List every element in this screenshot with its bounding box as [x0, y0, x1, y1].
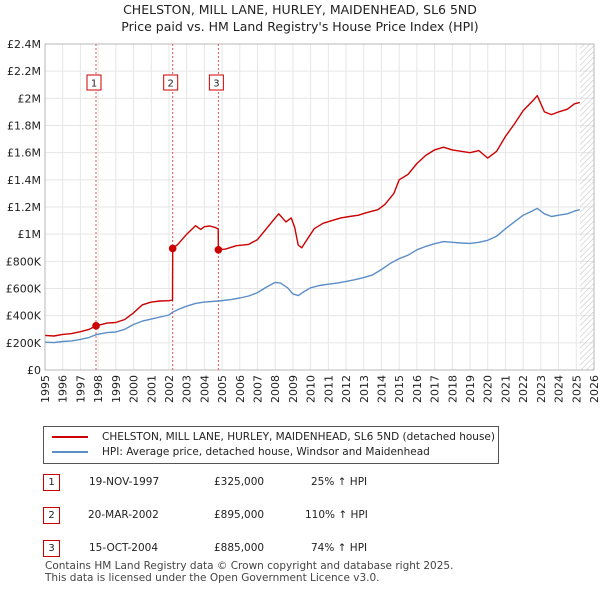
sale-row: 3 15-OCT-2004 £885,000 74% ↑ HPI [43, 540, 443, 558]
price-chart: £0 £200K £400K £600K £800K £1M £1.2M £1.4M £1.6M… [6, 38, 600, 403]
hpi-legend-label: HPI: Average price, detached house, Wind… [102, 446, 430, 458]
x-tick-label: 1997 [74, 375, 87, 403]
x-tick-label: 1995 [39, 375, 52, 403]
x-tick-label: 2026 [588, 375, 600, 403]
sale-price: £885,000 [214, 542, 265, 554]
x-tick-label: 2020 [482, 375, 495, 403]
footer: Contains HM Land Registry data © Crown c… [45, 560, 454, 584]
x-tick-label: 2025 [570, 375, 583, 403]
sale-date: 20-MAR-2002 [88, 509, 159, 521]
y-tick-label: £200K [6, 337, 42, 350]
sale-price: £895,000 [214, 509, 265, 521]
x-tick-label: 2007 [252, 375, 265, 403]
legend: CHELSTON, MILL LANE, HURLEY, MAIDENHEAD,… [43, 426, 499, 464]
x-tick-label: 2012 [340, 375, 353, 403]
x-tick-label: 2022 [517, 375, 530, 403]
x-tick-label: 2019 [464, 375, 477, 403]
y-tick-label: £1.2M [7, 201, 41, 214]
x-tick-label: 2016 [411, 375, 424, 403]
sale-marker-label: 3 [213, 79, 219, 90]
forecast-region [579, 44, 594, 370]
y-tick-label: £2M [18, 92, 42, 105]
y-tick-label: £1.6M [7, 147, 41, 160]
y-tick-label: £600K [6, 283, 42, 296]
sale-hpi-change: 25% ↑ HPI [311, 476, 368, 488]
x-tick-label: 2021 [499, 375, 512, 403]
x-tick-label: 2013 [358, 375, 371, 403]
y-tick-label: £1M [18, 228, 42, 241]
x-tick-label: 1996 [57, 375, 70, 403]
x-tick-label: 2005 [216, 375, 229, 403]
chart-title: CHELSTON, MILL LANE, HURLEY, MAIDENHEAD,… [123, 2, 477, 17]
x-tick-label: 2024 [553, 375, 566, 403]
hpi-line [44, 207, 580, 344]
y-tick-label: £2.2M [7, 65, 41, 78]
y-tick-label: £1.8M [7, 120, 41, 133]
x-tick-label: 2015 [393, 375, 406, 403]
sale-number: 3 [43, 540, 60, 557]
plot-border [44, 43, 595, 371]
x-tick-label: 2001 [145, 375, 158, 403]
property-price-line [44, 94, 580, 337]
sale-date: 19-NOV-1997 [89, 476, 160, 488]
x-tick-label: 2014 [375, 375, 388, 403]
x-tick-label: 2009 [287, 375, 300, 403]
y-tick-label: £800K [6, 255, 42, 268]
sale-point [92, 322, 100, 330]
x-tick-label: 2023 [535, 375, 548, 403]
chart-subtitle: Price paid vs. HM Land Registry's House … [121, 19, 479, 34]
x-tick-label: 2003 [181, 375, 194, 403]
sale-price: £325,000 [214, 476, 265, 488]
sale-marker-box [163, 74, 179, 91]
sale-row: 2 20-MAR-2002 £895,000 110% ↑ HPI [43, 507, 443, 525]
sale-marker-box [208, 74, 224, 91]
property-legend-label: CHELSTON, MILL LANE, HURLEY, MAIDENHEAD,… [102, 431, 495, 443]
sale-marker-box [86, 74, 102, 91]
x-tick-label: 2017 [429, 375, 442, 403]
x-tick-label: 2010 [305, 375, 318, 403]
footer-copyright: Contains HM Land Registry data © Crown c… [45, 560, 454, 572]
sale-point [168, 244, 177, 253]
x-tick-label: 2008 [269, 375, 282, 403]
x-tick-label: 1998 [92, 375, 105, 403]
y-tick-label: £2.4M [7, 38, 41, 51]
y-tick-label: £400K [6, 310, 42, 323]
hpi-legend-swatch [52, 451, 88, 453]
sale-row: 1 19-NOV-1997 £325,000 25% ↑ HPI [43, 474, 443, 492]
sale-hpi-change: 110% ↑ HPI [305, 509, 368, 521]
sale-marker-label: 1 [91, 79, 97, 90]
x-tick-label: 2004 [198, 375, 211, 403]
sale-hpi-change: 74% ↑ HPI [311, 542, 368, 554]
sale-marker-label: 2 [167, 79, 173, 90]
x-tick-label: 2011 [322, 375, 335, 403]
x-tick-label: 2000 [128, 375, 141, 403]
y-tick-label: £0 [27, 364, 41, 377]
property-legend-swatch [52, 436, 88, 438]
y-tick-label: £1.4M [7, 174, 41, 187]
x-tick-label: 2006 [234, 375, 247, 403]
sale-date: 15-OCT-2004 [89, 542, 158, 554]
sale-number: 1 [43, 474, 60, 491]
x-tick-label: 1999 [110, 375, 123, 403]
x-tick-label: 2018 [446, 375, 459, 403]
footer-licence: This data is licensed under the Open Gov… [45, 571, 380, 584]
x-tick-label: 2002 [163, 375, 176, 403]
sale-point [214, 245, 223, 254]
sale-number: 2 [43, 507, 60, 524]
